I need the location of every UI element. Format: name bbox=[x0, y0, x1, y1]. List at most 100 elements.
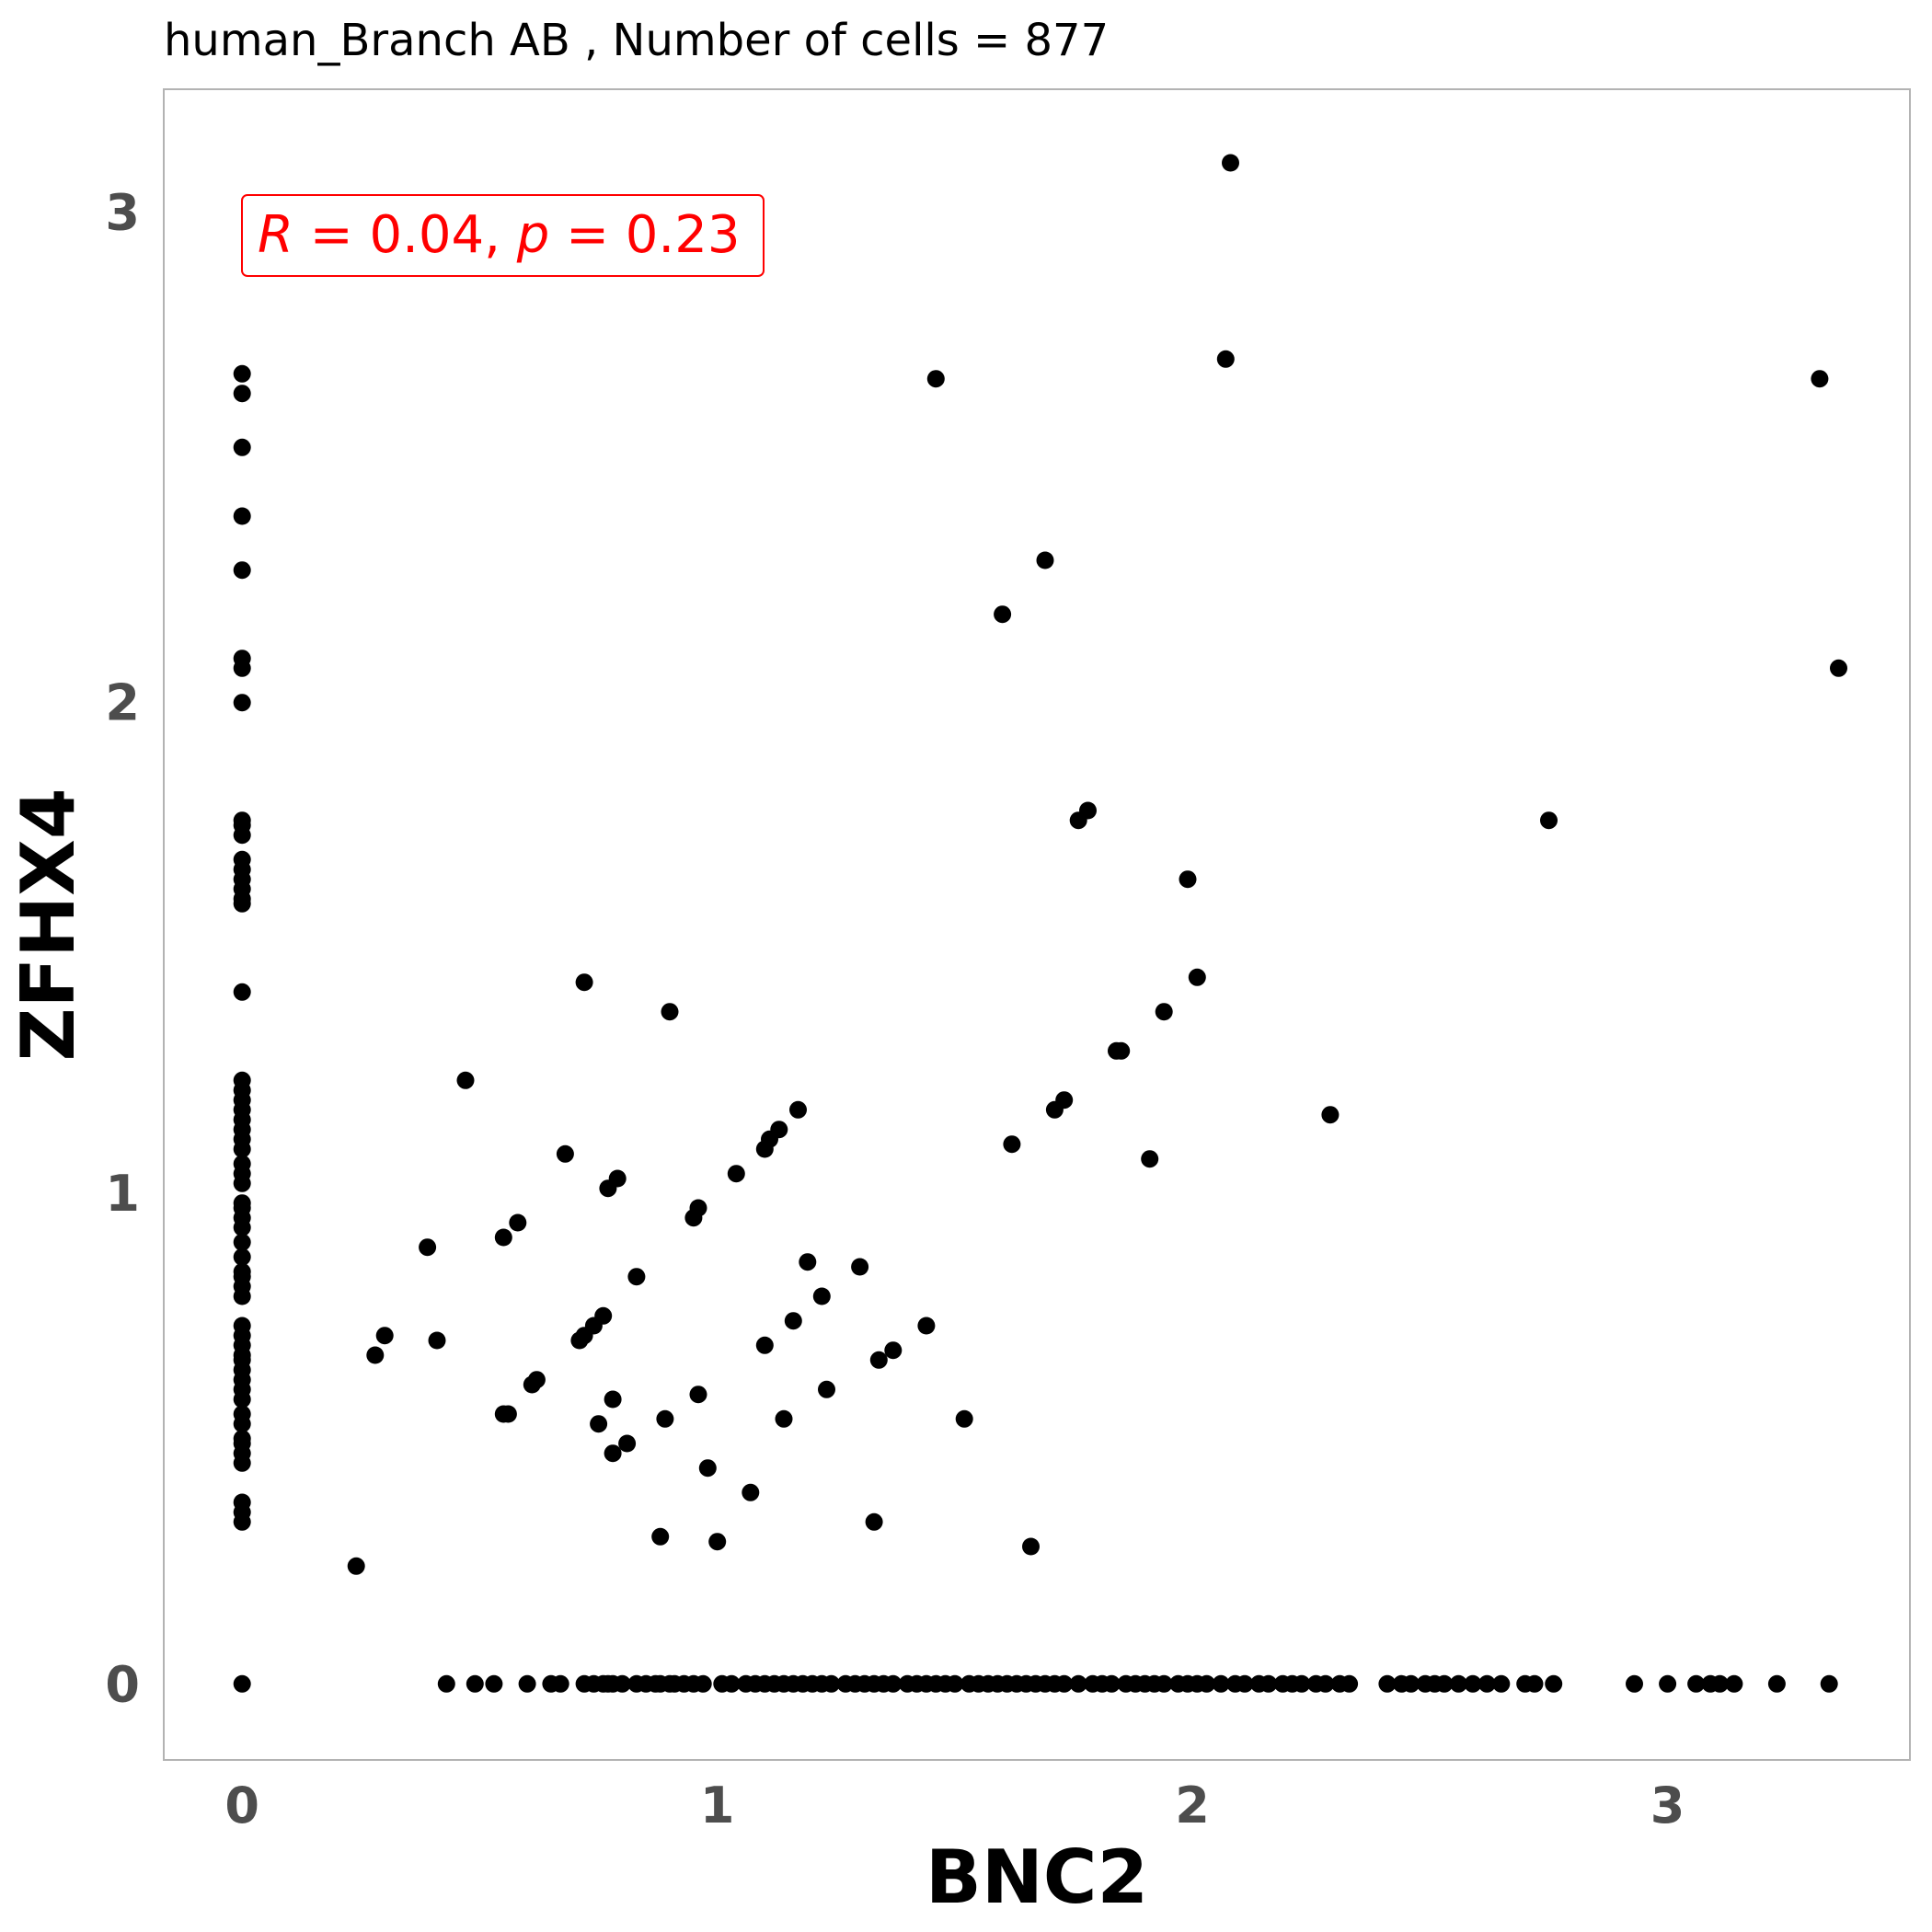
x-tick-label: 2 bbox=[1175, 1777, 1210, 1834]
data-point bbox=[742, 1483, 760, 1501]
y-tick-label: 0 bbox=[105, 1655, 140, 1713]
data-points bbox=[233, 154, 1847, 1693]
data-point bbox=[466, 1674, 484, 1693]
data-point bbox=[1725, 1674, 1743, 1693]
data-point bbox=[233, 1454, 251, 1472]
correlation-text: R = 0.04, p = 0.23 bbox=[258, 205, 741, 265]
data-point bbox=[1102, 1674, 1121, 1693]
data-point bbox=[627, 1268, 646, 1286]
data-point bbox=[651, 1527, 670, 1546]
data-point bbox=[1155, 1003, 1173, 1021]
data-point bbox=[233, 1415, 251, 1433]
data-point bbox=[656, 1409, 674, 1428]
data-point bbox=[784, 1312, 802, 1330]
data-point bbox=[812, 1287, 831, 1305]
x-tick-label: 3 bbox=[1650, 1777, 1685, 1834]
data-point bbox=[428, 1331, 446, 1350]
data-point bbox=[818, 1380, 835, 1398]
data-point bbox=[233, 1233, 251, 1251]
data-point bbox=[608, 1169, 627, 1188]
data-point bbox=[1540, 811, 1558, 830]
data-point bbox=[1259, 1674, 1278, 1693]
data-point bbox=[1767, 1674, 1786, 1693]
data-point bbox=[1449, 1674, 1467, 1693]
data-point bbox=[604, 1444, 622, 1463]
data-point bbox=[1036, 551, 1054, 569]
data-point bbox=[1212, 1674, 1230, 1693]
data-point bbox=[1112, 1041, 1131, 1060]
data-point bbox=[499, 1405, 517, 1423]
y-tick-label: 2 bbox=[105, 674, 140, 732]
data-point bbox=[1402, 1674, 1420, 1693]
data-point bbox=[1687, 1674, 1706, 1693]
data-point bbox=[822, 1674, 841, 1693]
data-point bbox=[799, 1253, 817, 1271]
data-point bbox=[851, 1258, 869, 1276]
data-point bbox=[1198, 1674, 1216, 1693]
data-point bbox=[727, 1165, 745, 1183]
data-point bbox=[1003, 1135, 1021, 1154]
data-point bbox=[1710, 1674, 1729, 1693]
data-point bbox=[689, 1386, 707, 1404]
p-value: = 0.23 bbox=[549, 205, 740, 265]
data-point bbox=[1155, 1674, 1173, 1693]
data-point bbox=[613, 1674, 631, 1693]
x-tick-labels: 0 1 2 3 bbox=[224, 1777, 1685, 1834]
data-point bbox=[594, 1306, 613, 1325]
data-point bbox=[494, 1228, 512, 1247]
data-point bbox=[755, 1336, 774, 1354]
data-point bbox=[233, 1248, 251, 1266]
data-point bbox=[618, 1434, 637, 1453]
data-point bbox=[1236, 1674, 1254, 1693]
data-point bbox=[698, 1459, 717, 1478]
data-point bbox=[456, 1071, 475, 1089]
data-point bbox=[1830, 659, 1847, 677]
y-tick-label: 1 bbox=[105, 1165, 140, 1223]
data-point bbox=[233, 561, 251, 580]
data-point bbox=[551, 1674, 569, 1693]
data-point bbox=[869, 1351, 888, 1369]
data-point bbox=[233, 385, 251, 403]
data-point bbox=[770, 1121, 788, 1139]
data-point bbox=[233, 438, 251, 456]
data-point bbox=[775, 1409, 793, 1428]
data-point bbox=[233, 694, 251, 712]
data-point bbox=[884, 1341, 903, 1360]
data-point bbox=[708, 1533, 727, 1551]
data-point bbox=[1321, 1106, 1340, 1124]
data-point bbox=[347, 1557, 365, 1575]
data-point bbox=[233, 1674, 251, 1693]
data-point bbox=[884, 1674, 903, 1693]
data-point bbox=[233, 1287, 251, 1305]
data-point bbox=[437, 1674, 455, 1693]
data-point bbox=[1378, 1674, 1397, 1693]
data-point bbox=[509, 1213, 527, 1232]
data-point bbox=[1659, 1674, 1677, 1693]
data-point bbox=[1022, 1537, 1040, 1556]
data-point bbox=[1222, 154, 1239, 172]
y-tick-labels: 0 1 2 3 bbox=[105, 183, 140, 1713]
data-point bbox=[375, 1327, 394, 1345]
data-point bbox=[1492, 1674, 1511, 1693]
data-point bbox=[575, 973, 593, 992]
data-point bbox=[661, 1003, 679, 1021]
data-point bbox=[865, 1512, 883, 1531]
data-point bbox=[233, 659, 251, 677]
data-point bbox=[1545, 1674, 1563, 1693]
data-point bbox=[233, 983, 251, 1001]
data-point bbox=[689, 1199, 707, 1217]
y-axis-title: ZFHX4 bbox=[6, 788, 91, 1062]
chart-title: human_Branch AB , Number of cells = 877 bbox=[164, 15, 1109, 66]
r-value: = 0.04, bbox=[293, 205, 517, 265]
data-point bbox=[1055, 1091, 1074, 1110]
correlation-box bbox=[241, 194, 765, 277]
data-point bbox=[722, 1674, 741, 1693]
data-point bbox=[1317, 1674, 1335, 1693]
data-point bbox=[1069, 1674, 1087, 1693]
data-point bbox=[1435, 1674, 1454, 1693]
data-point bbox=[366, 1346, 385, 1364]
x-axis-title: BNC2 bbox=[926, 1834, 1148, 1920]
data-point bbox=[233, 364, 251, 383]
data-point bbox=[419, 1238, 437, 1257]
